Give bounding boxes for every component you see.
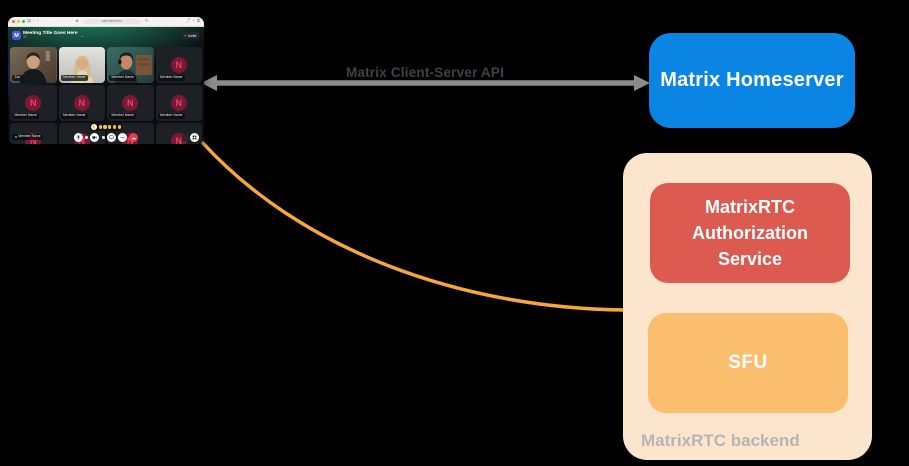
avatar-tile[interactable]: N Member Name [58, 85, 105, 121]
sfu-label: SFU [728, 352, 768, 373]
tab-overview-icon[interactable]: ⧉ [196, 18, 200, 24]
call-app: M Meeting Title Goes Here 22 ⌄ + Invite [8, 27, 204, 144]
participant-name: Member Name [12, 113, 40, 119]
participant-name: Member Name [12, 134, 44, 140]
meeting-title-block: Meeting Title Goes Here 22 [23, 31, 78, 40]
call-controls [73, 133, 139, 142]
avatar: N [170, 133, 187, 144]
participant-name: Member Name [109, 75, 137, 81]
avatar: N [25, 95, 42, 111]
hangup-button[interactable] [129, 133, 139, 142]
grid-layout-icon [192, 135, 197, 140]
participant-count: 22 [23, 35, 27, 40]
homeserver-box: Matrix Homeserver [649, 33, 855, 128]
avatar-tile[interactable]: N Member Name [155, 85, 202, 121]
backend-container: MatrixRTC Authorization Service SFU Matr… [623, 153, 872, 460]
client-backend-curve [199, 139, 626, 312]
emoji-reaction-icon[interactable] [98, 125, 102, 129]
layout-toggle-button[interactable] [190, 133, 199, 142]
avatar-tile[interactable]: N Member Name [10, 123, 57, 144]
video-tile[interactable]: Member Name [107, 47, 154, 83]
browser-window: ▤ ‹ › ◈ call.element.io ↻ ⤴ + ⧉ M Meetin… [8, 17, 204, 144]
meeting-avatar: M [12, 31, 21, 40]
hand-icon: ✋ [91, 125, 97, 129]
backend-label: MatrixRTC backend [641, 431, 800, 450]
video-tile[interactable]: Zac [10, 47, 57, 83]
speaking-indicator-dot [14, 135, 17, 138]
close-button[interactable] [12, 20, 15, 23]
call-header: M Meeting Title Goes Here 22 ⌄ + Invite [12, 30, 200, 41]
sidebar-icon[interactable]: ▤ [27, 18, 32, 24]
picture-in-picture-icon[interactable] [182, 134, 188, 141]
reload-icon[interactable]: ↻ [144, 18, 149, 24]
privacy-shield-icon[interactable]: ◈ [75, 18, 79, 24]
invite-button[interactable]: + Invite [180, 32, 200, 39]
mic-button[interactable] [73, 133, 83, 142]
camera-button[interactable] [90, 133, 100, 142]
participant-grid: Zac Member Name [10, 47, 202, 144]
reactions-bar: ✋ [89, 123, 123, 131]
raise-hand-button[interactable]: ✋ [91, 124, 98, 130]
homeserver-label: Matrix Homeserver [660, 69, 844, 91]
participant-name: Member Name [157, 75, 185, 81]
arrowhead-right-icon [634, 75, 650, 91]
more-icon [120, 137, 125, 138]
emoji-reaction-icon[interactable] [108, 125, 112, 129]
avatar-tile[interactable]: N Member Name [10, 85, 57, 121]
video-tile[interactable]: Member Name [58, 47, 105, 83]
mic-icon [76, 135, 81, 140]
avatar: N [73, 95, 90, 111]
forward-icon[interactable]: › [36, 18, 39, 24]
meeting-title: Meeting Title Goes Here [23, 31, 78, 36]
camera-icon [92, 136, 97, 139]
participant-name: Member Name [60, 113, 88, 119]
new-tab-icon[interactable]: + [192, 18, 195, 24]
participant-name: Zac [12, 75, 23, 81]
auth-service-box: MatrixRTC Authorization Service [650, 183, 850, 283]
avatar: N [170, 57, 187, 73]
emoji-reaction-icon[interactable] [112, 125, 117, 129]
arrow-label: Matrix Client-Server API [345, 65, 505, 80]
camera-options-button[interactable] [101, 136, 105, 139]
chevron-down-icon[interactable]: ⌄ [80, 33, 84, 38]
avatar-tile[interactable]: N Member Name [155, 47, 202, 83]
url-text: call.element.io [101, 18, 122, 23]
participant-video [10, 47, 57, 83]
participant-name: Member Name [109, 113, 137, 119]
emoji-reaction-icon[interactable] [117, 125, 121, 129]
participant-name: Member Name [157, 113, 185, 119]
participant-name: Member Name [60, 75, 88, 81]
avatar: N [122, 95, 139, 111]
sfu-box: SFU [648, 313, 848, 413]
mic-options-button[interactable] [85, 136, 89, 139]
emoji-reaction-icon[interactable] [103, 125, 107, 129]
more-options-button[interactable] [117, 133, 127, 142]
share-icon[interactable]: ⤴ [185, 18, 191, 24]
arrowhead-left-icon [201, 75, 217, 91]
auth-service-label: MatrixRTC Authorization Service [692, 196, 808, 270]
layout-controls [182, 133, 199, 142]
back-icon[interactable]: ‹ [33, 18, 35, 24]
address-bar[interactable]: call.element.io [82, 18, 141, 24]
avatar-tile[interactable]: N Member Name [107, 85, 154, 121]
maximize-button[interactable] [22, 20, 25, 23]
screenshare-button[interactable] [106, 133, 116, 142]
avatar: N [170, 95, 187, 111]
screenshare-icon [108, 135, 114, 140]
invite-label: Invite [187, 33, 197, 38]
hangup-icon [131, 137, 136, 140]
minimize-button[interactable] [17, 20, 20, 23]
invite-plus-icon: + [184, 33, 187, 38]
browser-chrome: ▤ ‹ › ◈ call.element.io ↻ ⤴ + ⧉ [8, 17, 204, 27]
